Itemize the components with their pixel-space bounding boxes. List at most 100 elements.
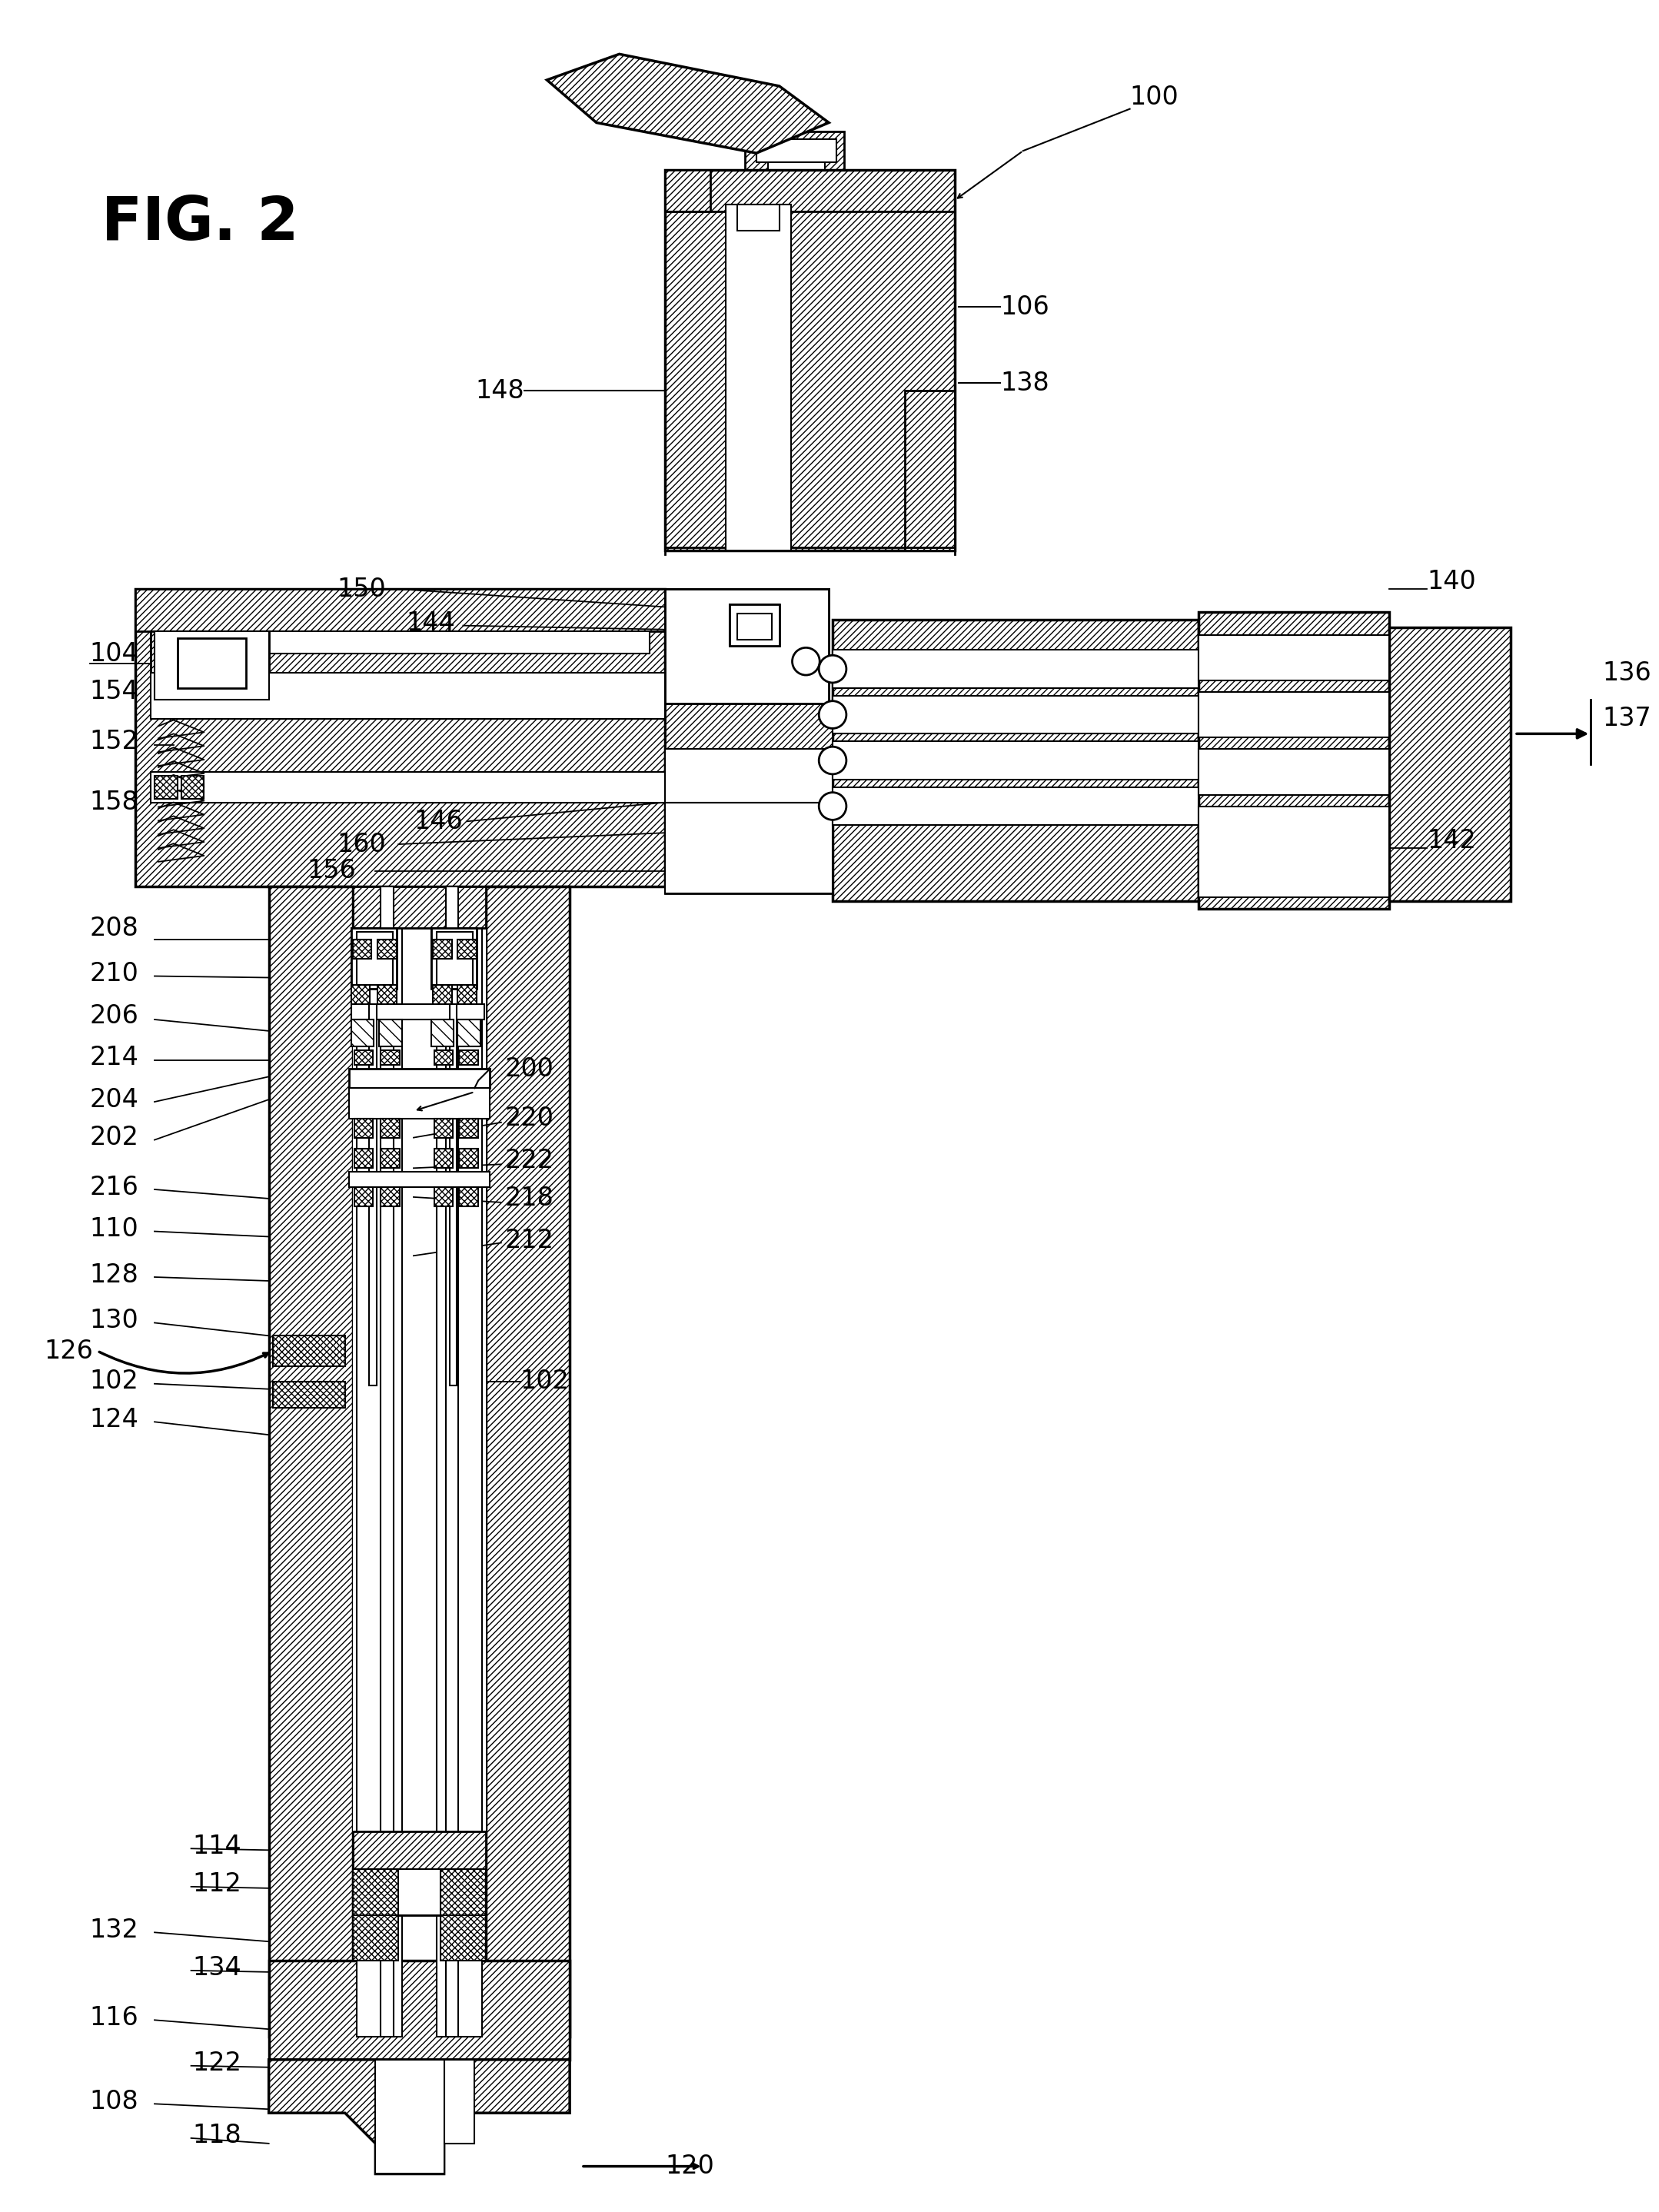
Bar	[431, 929, 476, 989]
Text: 138: 138	[1000, 372, 1048, 396]
Bar	[353, 1148, 373, 1168]
Bar	[348, 1172, 489, 1188]
Text: 158: 158	[90, 790, 139, 814]
Bar	[353, 887, 486, 929]
Bar	[665, 750, 833, 803]
Bar	[665, 803, 833, 894]
Circle shape	[820, 701, 846, 728]
Bar	[154, 776, 178, 799]
Text: 154: 154	[90, 679, 139, 706]
Text: 204: 204	[90, 1086, 139, 1113]
Bar	[348, 1068, 489, 1088]
Bar	[378, 984, 397, 1004]
Text: 124: 124	[90, 1407, 139, 1431]
Bar	[745, 133, 844, 175]
Bar	[348, 1088, 489, 1119]
Text: 146: 146	[413, 810, 463, 834]
Text: 130: 130	[90, 1307, 139, 1334]
Bar	[486, 887, 569, 2037]
Bar	[378, 940, 397, 958]
Text: 110: 110	[90, 1217, 139, 1241]
Bar	[446, 887, 458, 2037]
Bar	[757, 139, 836, 161]
Bar	[353, 1119, 373, 1137]
Bar	[833, 741, 1198, 779]
Bar	[1198, 692, 1389, 737]
Bar	[352, 1020, 373, 1046]
Bar	[665, 588, 830, 703]
Bar	[727, 204, 791, 551]
Bar	[1198, 750, 1389, 794]
Bar	[382, 1051, 400, 1066]
Bar	[433, 984, 451, 1004]
Text: 212: 212	[504, 1228, 554, 1254]
Bar	[353, 1869, 486, 1916]
Text: 100: 100	[1130, 84, 1180, 111]
Bar	[352, 929, 397, 989]
Text: 144: 144	[406, 611, 455, 637]
Text: 118: 118	[192, 2124, 242, 2148]
Bar	[353, 887, 486, 2037]
Text: 202: 202	[90, 1126, 139, 1150]
Bar	[353, 1916, 398, 1960]
Text: 220: 220	[504, 1106, 554, 1130]
Bar	[435, 1119, 453, 1137]
Bar	[458, 984, 476, 1004]
Text: 222: 222	[504, 1148, 554, 1172]
Bar	[737, 613, 771, 639]
Bar	[151, 630, 650, 655]
Bar	[151, 672, 665, 719]
Text: 152: 152	[90, 728, 139, 754]
Bar	[460, 1119, 478, 1137]
Bar	[665, 703, 833, 894]
Bar	[178, 639, 246, 688]
Text: 108: 108	[90, 2088, 139, 2115]
Text: 126: 126	[45, 1338, 93, 1363]
Bar	[353, 1869, 398, 1916]
Text: 156: 156	[307, 858, 357, 883]
Bar	[1198, 613, 1389, 909]
Bar	[136, 588, 665, 630]
Text: 134: 134	[192, 1955, 242, 1982]
Bar	[440, 1869, 486, 1916]
Bar	[352, 1004, 484, 1020]
Bar	[436, 887, 483, 2037]
Bar	[269, 1960, 569, 2059]
Text: 112: 112	[192, 1871, 242, 1898]
Bar	[181, 776, 204, 799]
Text: 142: 142	[1427, 827, 1477, 854]
Text: 206: 206	[90, 1002, 139, 1029]
Text: 102: 102	[90, 1369, 139, 1394]
Bar	[665, 170, 710, 212]
Text: 140: 140	[1427, 568, 1477, 595]
Bar	[431, 1020, 455, 1046]
Polygon shape	[547, 53, 830, 153]
Bar	[445, 2059, 474, 2143]
Bar	[382, 1148, 400, 1168]
Bar	[833, 650, 1198, 688]
Bar	[433, 940, 451, 958]
Bar	[353, 1051, 373, 1066]
Bar	[833, 695, 1198, 734]
Bar	[269, 887, 353, 2037]
Text: 102: 102	[521, 1369, 569, 1394]
Circle shape	[820, 792, 846, 821]
Bar	[730, 604, 780, 646]
Bar	[382, 1119, 400, 1137]
Bar	[665, 588, 830, 703]
Text: 106: 106	[1000, 294, 1048, 321]
Bar	[151, 772, 665, 803]
Bar	[136, 588, 665, 887]
Bar	[1198, 635, 1389, 681]
Circle shape	[793, 648, 820, 675]
Bar	[435, 1051, 453, 1066]
Bar	[440, 1916, 486, 1960]
Text: 137: 137	[1603, 706, 1651, 732]
Bar	[353, 1832, 486, 1869]
Text: 114: 114	[192, 1834, 242, 1858]
Text: 218: 218	[504, 1186, 554, 1212]
Bar	[353, 1188, 373, 1206]
Text: 200: 200	[504, 1057, 554, 1082]
Bar	[460, 1188, 478, 1206]
Bar	[382, 887, 393, 2037]
